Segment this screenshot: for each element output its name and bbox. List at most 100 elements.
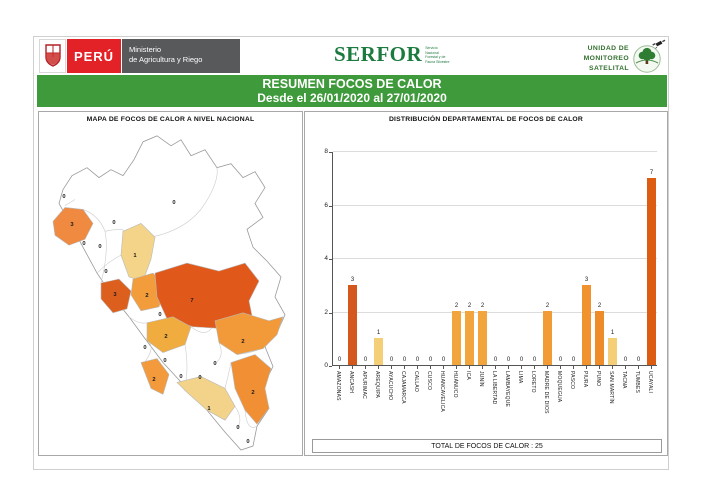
bar-value-label: 7 — [649, 170, 654, 176]
x-label-callao: CALLAO — [413, 371, 419, 392]
serfor-wordmark: SERFOR — [334, 42, 423, 66]
x-tick-mark — [560, 366, 561, 369]
map-value-ucayali: 7 — [190, 298, 194, 304]
bar-value-label: 3 — [350, 277, 355, 283]
serfor-tagline: Servicio Nacional Forestal y de Fauna Si… — [425, 46, 449, 64]
x-label-tumbes: TUMBES — [634, 371, 640, 394]
x-label-amazonas: AMAZONAS — [335, 371, 341, 401]
bar-value-label: 0 — [441, 357, 446, 363]
map-panel: 0 3 0 0 0 0 1 0 3 2 7 0 2 0 0 2 0 0 0 2 2 1 0 0 MAPA DE FOCOS D… — [38, 111, 303, 456]
x-label-piura: PIURA — [582, 371, 588, 388]
map-value-pasco: 0 — [158, 312, 162, 318]
chart-panel-title: DISTRIBUCIÓN DEPARTAMENTAL DE FOCOS DE C… — [388, 116, 584, 123]
map-value-lalibertad: 0 — [104, 269, 108, 275]
ministry-line2: de Agricultura y Riego — [129, 55, 203, 65]
report-page: PERÚ Ministerio de Agricultura y Riego S… — [33, 36, 669, 470]
satellite-monitoring-logo — [632, 39, 666, 75]
bar-value-label: 0 — [636, 357, 641, 363]
x-tick-mark — [482, 366, 483, 369]
serfor-tagline-3: Forestal y de — [425, 55, 446, 60]
map-value-ica: 2 — [152, 377, 156, 383]
bar-value-label: 0 — [402, 357, 407, 363]
x-label-arequipa: AREQUIPA — [374, 371, 380, 399]
tree-globe-icon — [633, 45, 661, 73]
serfor-logo: SERFOR Servicio Nacional Forestal y de F… — [334, 42, 450, 67]
map-value-huanuco: 2 — [145, 293, 149, 299]
x-tick-mark — [404, 366, 405, 369]
gridline — [333, 258, 657, 259]
x-label-apurimac: APURIMAC — [361, 371, 367, 399]
y-tick-label: 8 — [324, 148, 328, 155]
x-label-madre-de-dios: MADRE DE DIOS — [543, 371, 549, 414]
map-value-loreto: 0 — [172, 200, 176, 206]
bar-value-label: 1 — [376, 330, 381, 336]
bar-junín — [478, 311, 487, 365]
x-label-huánuco: HUÁNUCO — [452, 371, 458, 398]
y-tick-mark — [329, 312, 332, 314]
x-tick-mark — [534, 366, 535, 369]
peru-map — [52, 135, 286, 451]
bar-value-label: 2 — [545, 303, 550, 309]
bar-value-label: 0 — [532, 357, 537, 363]
map-value-madrededios: 2 — [241, 339, 245, 345]
banner-title: RESUMEN FOCOS DE CALOR — [262, 77, 442, 91]
map-value-tacna: 0 — [246, 439, 250, 445]
bar-puno — [595, 311, 604, 365]
x-tick-mark — [365, 366, 366, 369]
x-label-lima: LIMA — [517, 371, 523, 384]
x-label-ayacucho: AYACUCHO — [387, 371, 393, 401]
y-tick-mark — [329, 259, 332, 260]
x-label-ucayali: UCAYALI — [647, 371, 653, 394]
map-value-huancavelica: 0 — [163, 358, 167, 364]
y-tick-mark — [329, 205, 332, 207]
ministry-line1: Ministerio — [129, 45, 162, 54]
x-label-la-libertad: LA LIBERTAD — [491, 371, 497, 405]
serfor-tagline-2: Nacional — [425, 50, 439, 55]
map-value-ayacucho: 0 — [179, 374, 183, 380]
y-tick-mark — [329, 152, 332, 153]
unidad-line2: MONITOREO — [583, 54, 629, 62]
x-label-cajamarca: CAJAMARCA — [400, 371, 406, 404]
bar-piura — [582, 285, 591, 365]
x-tick-mark — [443, 366, 444, 369]
gridline — [333, 151, 657, 152]
bar-huánuco — [452, 311, 461, 365]
x-tick-mark — [495, 366, 496, 369]
bar-value-label: 0 — [493, 357, 498, 363]
x-tick-mark — [586, 366, 587, 369]
bar-value-label: 0 — [337, 357, 342, 363]
map-value-arequipa: 1 — [207, 406, 211, 412]
bar-value-label: 2 — [467, 303, 472, 309]
banner: RESUMEN FOCOS DE CALOR Desde el 26/01/20… — [37, 75, 667, 107]
x-label-san-martín: SAN MARTÍN — [608, 371, 614, 404]
x-tick-mark — [508, 366, 509, 369]
x-tick-mark — [378, 366, 379, 369]
banner-date-range: Desde el 26/01/2020 al 27/01/2020 — [257, 91, 447, 105]
bar-chart-plot: 0 3 0 1 0 0 0 0 0 2 2 2 0 0 0 0 2 0 0 3 2 1 0 0 7 — [332, 151, 657, 369]
x-tick-mark — [469, 366, 470, 369]
chart-panel: DISTRIBUCIÓN DEPARTAMENTAL DE FOCOS DE C… — [304, 111, 668, 456]
bar-arequipa — [374, 338, 383, 365]
map-value-amazonas: 0 — [112, 220, 116, 226]
bar-ica — [465, 311, 474, 365]
x-label-ancash: ANCASH — [348, 371, 354, 394]
x-label-moquegua: MOQUEGUA — [556, 371, 562, 403]
unidad-line3: SATELITAL — [589, 64, 629, 72]
peru-coat-of-arms-icon — [39, 39, 66, 73]
y-tick-label: 6 — [324, 201, 328, 209]
bar-value-label: 2 — [454, 303, 459, 309]
bar-value-label: 0 — [558, 357, 563, 363]
unidad-monitoreo-label: UNIDAD DE MONITOREO SATELITAL — [544, 44, 629, 74]
bar-madre-de-dios — [543, 311, 552, 365]
bar-value-label: 0 — [519, 357, 524, 363]
gridline — [333, 311, 657, 313]
x-tick-mark — [599, 366, 600, 369]
bar-ucayali — [647, 178, 656, 365]
y-tick-label: 2 — [324, 308, 328, 316]
gridline — [333, 204, 657, 206]
bar-value-label: 0 — [389, 357, 394, 363]
x-tick-mark — [430, 366, 431, 369]
map-value-cajamarca: 0 — [98, 244, 102, 250]
y-tick-label: 0 — [324, 362, 328, 369]
map-value-puno: 2 — [251, 390, 255, 396]
